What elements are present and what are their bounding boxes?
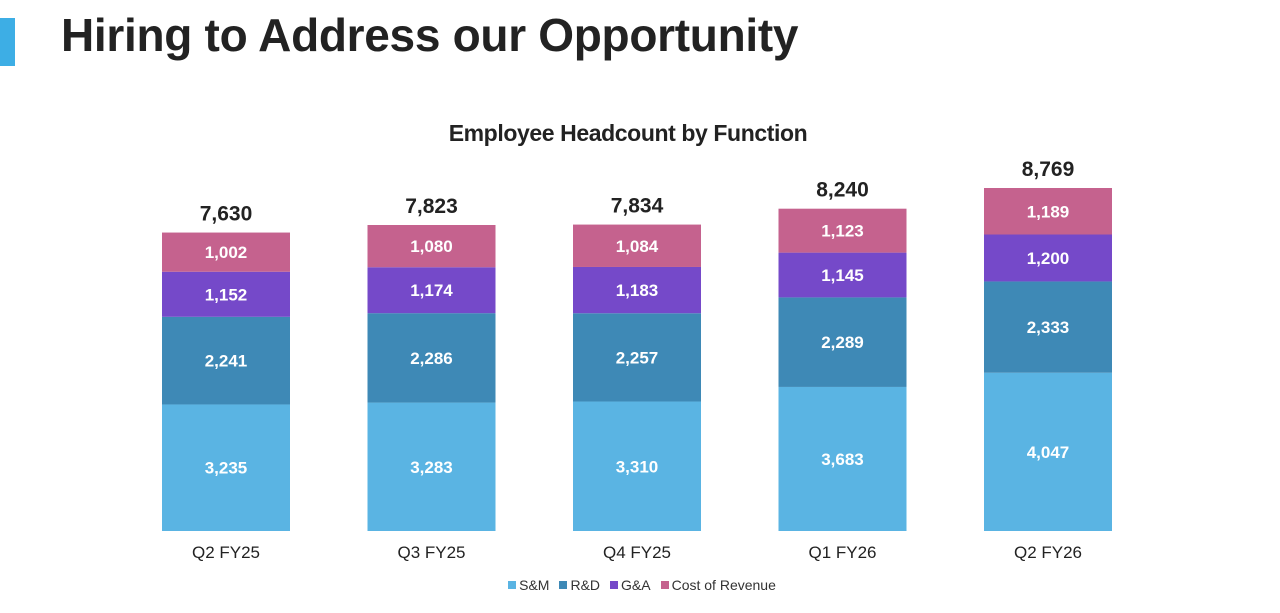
- chart-title: Employee Headcount by Function: [448, 120, 808, 146]
- legend-swatch: [610, 581, 619, 589]
- bar-segment: [778, 208, 907, 253]
- bar-total-label: 7,630: [200, 203, 253, 226]
- bar-segment: [984, 188, 1112, 235]
- bar-segment: [778, 252, 907, 298]
- slide-title: Hiring to Address our Opportunity: [61, 9, 799, 61]
- segment-value-label: 1,002: [205, 243, 248, 262]
- segment-value-label: 3,683: [821, 450, 864, 469]
- segment-value-label: 2,333: [1027, 318, 1070, 337]
- segment-value-label: 3,310: [616, 457, 659, 476]
- legend-item: S&M: [508, 577, 549, 593]
- segment-value-label: 1,183: [616, 281, 659, 300]
- bar-segment: [573, 313, 701, 402]
- bar-segment: [367, 225, 496, 268]
- segment-value-label: 1,080: [410, 237, 453, 256]
- bar-segment: [367, 402, 496, 531]
- segment-value-label: 2,286: [410, 349, 453, 368]
- legend-label: Cost of Revenue: [671, 577, 776, 593]
- legend-swatch: [508, 581, 517, 589]
- x-axis-category-label: Q2 FY26: [1014, 543, 1082, 562]
- segment-value-label: 1,174: [410, 281, 453, 300]
- legend-label: G&A: [621, 577, 651, 593]
- legend-swatch: [660, 581, 669, 589]
- x-axis-category-label: Q1 FY26: [808, 543, 876, 562]
- bar-total-label: 8,769: [1022, 158, 1075, 181]
- legend-item: Cost of Revenue: [660, 577, 776, 593]
- bar-segment: [162, 404, 290, 531]
- bar-segment: [984, 281, 1112, 373]
- x-axis-category-label: Q2 FY25: [192, 543, 260, 562]
- bar-segment: [162, 271, 290, 317]
- segment-value-label: 1,084: [616, 237, 659, 256]
- legend-label: R&D: [570, 577, 601, 593]
- bar-segment: [367, 313, 496, 403]
- segment-value-label: 2,257: [616, 348, 659, 367]
- segment-value-label: 1,123: [821, 222, 864, 241]
- bar-segment: [778, 386, 907, 531]
- x-axis-category-label: Q3 FY25: [397, 543, 465, 562]
- segment-value-label: 1,200: [1027, 249, 1070, 268]
- bar-total-label: 8,240: [816, 179, 869, 202]
- bar-segment: [573, 266, 701, 314]
- bar-segment: [162, 316, 290, 405]
- bar-segment: [573, 224, 701, 267]
- legend-item: G&A: [610, 577, 651, 593]
- bar-segment: [778, 297, 907, 387]
- segment-value-label: 1,189: [1027, 202, 1070, 221]
- legend-label: S&M: [519, 577, 550, 593]
- segment-value-label: 3,235: [205, 459, 248, 478]
- segment-value-label: 2,289: [821, 333, 864, 352]
- bar-segment: [367, 267, 496, 314]
- segment-value-label: 4,047: [1027, 443, 1070, 462]
- title-accent-bar: [0, 18, 15, 66]
- legend-swatch: [559, 581, 568, 589]
- bar-total-label: 7,823: [405, 195, 458, 218]
- x-axis-category-label: Q4 FY25: [603, 543, 671, 562]
- bar-total-label: 7,834: [611, 195, 664, 218]
- bar-segment: [984, 372, 1112, 531]
- segment-value-label: 1,145: [821, 266, 864, 285]
- legend-item: R&D: [559, 577, 600, 593]
- segment-value-label: 3,283: [410, 458, 453, 477]
- chart-legend: S&M R&D G&A Cost of Revenue: [0, 577, 1280, 593]
- bar-segment: [984, 234, 1112, 282]
- segment-value-label: 2,241: [205, 352, 248, 371]
- segment-value-label: 1,152: [205, 285, 248, 304]
- bar-segment: [573, 401, 701, 531]
- bar-segment: [162, 232, 290, 272]
